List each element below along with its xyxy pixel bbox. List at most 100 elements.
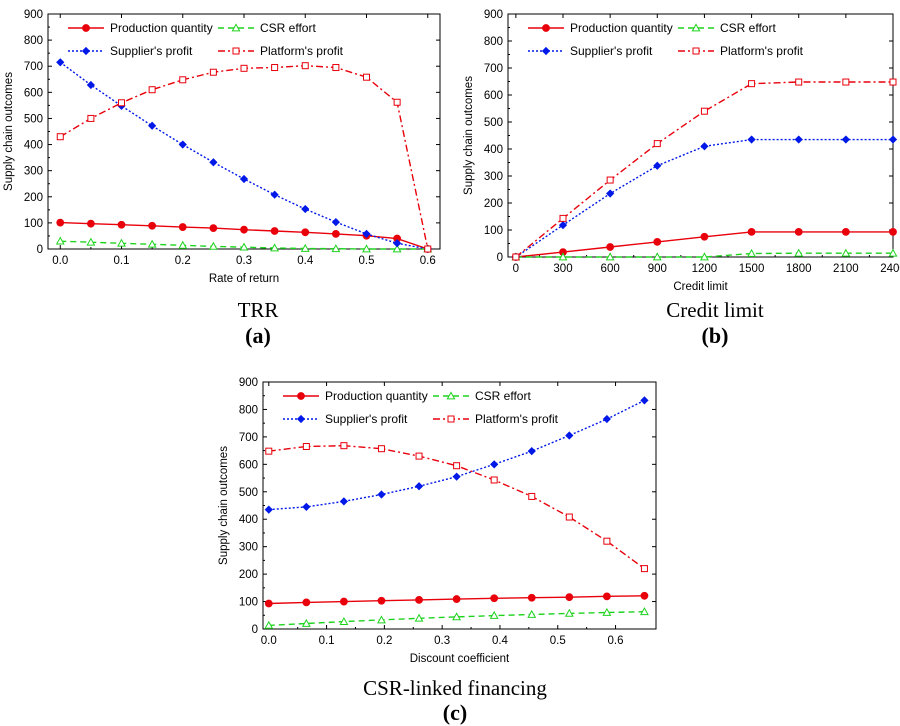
caption-letter-c: (c) bbox=[442, 700, 468, 725]
y-tick-label: 300 bbox=[484, 171, 503, 183]
data-point-csr bbox=[747, 248, 757, 257]
data-point-platform bbox=[748, 80, 756, 88]
data-point-supplier bbox=[377, 490, 386, 499]
legend-entry-platform: Platform's profit bbox=[678, 44, 804, 58]
data-point-production bbox=[148, 221, 157, 230]
legend-marker bbox=[691, 23, 701, 32]
y-tick-label: 0 bbox=[497, 252, 503, 264]
y-tick-label: 700 bbox=[484, 63, 503, 75]
legend-label: CSR effort bbox=[475, 389, 531, 403]
x-tick-label: 0.1 bbox=[319, 635, 335, 647]
legend-entry-production: Production quantity bbox=[283, 389, 428, 403]
chart-panel-b: 0 100 200 300 400 500 600 700 800 900 0 300 600 900 12… bbox=[450, 0, 900, 300]
legend-label: Production quantity bbox=[110, 21, 213, 35]
data-point-csr bbox=[564, 608, 574, 617]
data-point-supplier bbox=[362, 229, 371, 238]
data-point-platform bbox=[377, 445, 385, 453]
x-tick-label: 0.5 bbox=[359, 255, 375, 267]
data-point-supplier bbox=[527, 447, 536, 456]
legend-marker bbox=[82, 24, 90, 32]
data-point-platform bbox=[118, 99, 125, 107]
legend-marker bbox=[447, 415, 455, 423]
data-point-supplier bbox=[794, 135, 803, 144]
data-point-csr bbox=[377, 615, 386, 624]
caption-letter-a: (a) bbox=[245, 323, 271, 348]
data-point-supplier bbox=[56, 58, 65, 67]
data-point-production bbox=[747, 227, 756, 236]
x-tick-label: 1800 bbox=[786, 263, 812, 275]
data-point-csr bbox=[841, 248, 851, 257]
series-platform bbox=[56, 62, 432, 253]
x-tick-label: 1200 bbox=[692, 263, 718, 275]
x-tick-label: 2100 bbox=[833, 263, 859, 275]
data-point-csr bbox=[55, 236, 65, 245]
y-tick-label: 100 bbox=[484, 225, 503, 237]
legend-label: Production quantity bbox=[570, 21, 673, 35]
x-tick-label: 0.2 bbox=[376, 635, 392, 647]
y-tick-label: 600 bbox=[239, 459, 258, 471]
data-point-platform bbox=[415, 452, 423, 460]
data-point-platform bbox=[87, 114, 95, 122]
data-point-supplier bbox=[148, 121, 157, 130]
data-point-csr bbox=[527, 609, 537, 618]
legend-marker bbox=[542, 24, 550, 32]
legend-entry-csr: CSR effort bbox=[218, 21, 316, 35]
x-tick-label: 0.6 bbox=[420, 255, 436, 267]
chart-svg-a: 0 100 200 300 400 500 600 700 800 900 0.0 0.1 0.2 0.3… bbox=[3, 9, 441, 285]
data-point-csr bbox=[239, 242, 249, 251]
series-supplier bbox=[264, 396, 649, 514]
data-point-csr bbox=[414, 613, 424, 622]
data-point-csr bbox=[489, 610, 499, 619]
data-point-csr bbox=[147, 239, 157, 248]
y-tick-label: 300 bbox=[239, 542, 258, 554]
data-point-production bbox=[700, 232, 709, 241]
data-point-production bbox=[264, 599, 273, 608]
y-axis-label: Supply chain outcomes bbox=[218, 446, 230, 565]
data-point-production bbox=[331, 229, 340, 238]
data-point-csr bbox=[639, 607, 649, 616]
data-point-csr bbox=[652, 252, 662, 261]
y-tick-label: 200 bbox=[24, 192, 43, 204]
data-point-supplier bbox=[490, 460, 499, 469]
legend-entry-platform: Platform's profit bbox=[433, 412, 559, 426]
legend-marker bbox=[297, 392, 305, 400]
series-line-platform bbox=[515, 81, 893, 258]
data-point-production bbox=[340, 597, 348, 606]
data-point-production bbox=[178, 223, 187, 231]
y-tick-label: 0 bbox=[37, 244, 43, 256]
y-tick-label: 100 bbox=[239, 597, 258, 609]
data-point-production bbox=[86, 219, 95, 228]
y-tick-label: 300 bbox=[24, 166, 43, 178]
legend-label: Supplier's profit bbox=[325, 412, 408, 426]
y-tick-label: 900 bbox=[484, 9, 503, 21]
y-tick-label: 800 bbox=[484, 36, 503, 48]
data-point-csr bbox=[452, 612, 462, 621]
legend-label: Platform's profit bbox=[260, 44, 344, 58]
legend-label: CSR effort bbox=[720, 21, 776, 35]
data-point-supplier bbox=[747, 135, 756, 144]
data-point-platform bbox=[606, 176, 614, 184]
x-tick-label: 0.2 bbox=[175, 255, 191, 267]
x-tick-label: 0 bbox=[513, 263, 519, 275]
series-supplier bbox=[511, 135, 898, 262]
data-point-supplier bbox=[393, 239, 402, 248]
data-point-production bbox=[270, 227, 279, 235]
y-tick-label: 200 bbox=[484, 198, 503, 210]
data-point-production bbox=[565, 593, 574, 602]
x-tick-label: 300 bbox=[553, 263, 572, 275]
x-axis-label: Rate of return bbox=[209, 273, 279, 285]
y-tick-label: 400 bbox=[239, 514, 258, 526]
data-point-supplier bbox=[640, 396, 649, 405]
x-tick-label: 0.6 bbox=[608, 635, 624, 647]
data-point-platform bbox=[528, 492, 536, 500]
series-production bbox=[264, 591, 649, 608]
y-axis-label: Supply chain outcomes bbox=[463, 76, 475, 195]
x-tick-label: 600 bbox=[601, 263, 620, 275]
y-tick-label: 500 bbox=[239, 487, 258, 499]
data-point-supplier bbox=[841, 135, 850, 144]
data-point-supplier bbox=[602, 414, 611, 424]
data-point-production bbox=[452, 595, 461, 603]
data-point-platform bbox=[340, 442, 348, 450]
data-point-supplier bbox=[606, 189, 615, 198]
y-tick-label: 800 bbox=[239, 404, 258, 416]
